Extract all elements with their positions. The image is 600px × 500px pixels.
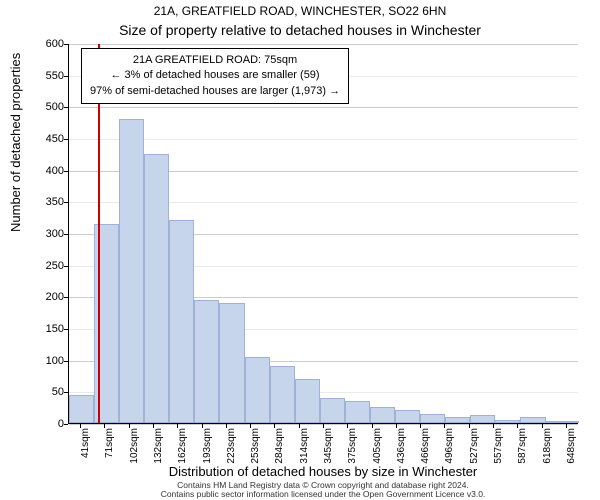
x-axis-title: Distribution of detached houses by size … [68, 464, 578, 479]
y-tick-mark [64, 392, 68, 393]
y-tick-label: 550 [14, 70, 64, 82]
x-tick-mark [372, 424, 373, 428]
x-tick-mark [250, 424, 251, 428]
y-tick-mark [64, 266, 68, 267]
y-tick-mark [64, 171, 68, 172]
y-tick-mark [64, 361, 68, 362]
y-tick-label: 100 [14, 355, 64, 367]
histogram-bar [546, 421, 571, 423]
histogram-bar [495, 420, 520, 423]
histogram-bar [245, 357, 270, 424]
x-tick-mark [420, 424, 421, 428]
histogram-bar [320, 398, 345, 423]
infobox: 21A GREATFIELD ROAD: 75sqm← 3% of detach… [81, 48, 349, 104]
y-tick-label: 450 [14, 133, 64, 145]
gridline [69, 107, 578, 108]
x-tick-mark [226, 424, 227, 428]
histogram-bar [571, 421, 579, 423]
y-tick-label: 350 [14, 196, 64, 208]
y-tick-label: 400 [14, 165, 64, 177]
x-tick-mark [323, 424, 324, 428]
y-tick-label: 250 [14, 260, 64, 272]
histogram-bar [194, 300, 219, 424]
y-tick-label: 500 [14, 101, 64, 113]
footnote: Contains HM Land Registry data © Crown c… [68, 481, 578, 500]
y-tick-label: 200 [14, 291, 64, 303]
x-tick-mark [347, 424, 348, 428]
x-tick-mark [129, 424, 130, 428]
y-tick-mark [64, 107, 68, 108]
histogram-bar [520, 417, 545, 423]
y-tick-mark [64, 297, 68, 298]
x-tick-mark [177, 424, 178, 428]
y-tick-mark [64, 76, 68, 77]
histogram-bar [169, 220, 194, 423]
y-tick-label: 0 [14, 418, 64, 430]
histogram-bar [270, 366, 295, 423]
histogram-bar [370, 407, 395, 423]
chart-title-subtitle: Size of property relative to detached ho… [0, 22, 600, 38]
infobox-line-1: 21A GREATFIELD ROAD: 75sqm [90, 53, 340, 68]
chart-title-address: 21A, GREATFIELD ROAD, WINCHESTER, SO22 6… [0, 4, 600, 18]
x-tick-mark [542, 424, 543, 428]
histogram-bar [295, 379, 320, 423]
histogram-bar [420, 414, 445, 424]
x-tick-mark [493, 424, 494, 428]
y-tick-label: 600 [14, 38, 64, 50]
x-tick-mark [566, 424, 567, 428]
infobox-line-2: ← 3% of detached houses are smaller (59) [90, 68, 340, 83]
y-tick-mark [64, 234, 68, 235]
histogram-bar [345, 401, 370, 423]
x-tick-mark [274, 424, 275, 428]
footnote-line-2: Contains public sector information licen… [68, 490, 578, 499]
x-tick-mark [469, 424, 470, 428]
gridline [69, 44, 578, 45]
histogram-bar [144, 154, 169, 423]
x-tick-mark [153, 424, 154, 428]
y-tick-mark [64, 202, 68, 203]
gridline [69, 139, 578, 140]
y-tick-mark [64, 329, 68, 330]
histogram-bar [445, 417, 470, 423]
chart-container: 21A, GREATFIELD ROAD, WINCHESTER, SO22 6… [0, 0, 600, 500]
plot-area: 21A GREATFIELD ROAD: 75sqm← 3% of detach… [68, 44, 578, 424]
y-tick-mark [64, 44, 68, 45]
y-tick-label: 300 [14, 228, 64, 240]
histogram-bar [470, 415, 495, 423]
histogram-bar [69, 395, 94, 424]
infobox-line-3: 97% of semi-detached houses are larger (… [90, 84, 340, 99]
x-tick-mark [396, 424, 397, 428]
x-tick-mark [202, 424, 203, 428]
x-tick-mark [80, 424, 81, 428]
x-tick-mark [517, 424, 518, 428]
histogram-bar [119, 119, 144, 423]
histogram-bar [395, 410, 420, 423]
x-tick-mark [299, 424, 300, 428]
x-tick-mark [104, 424, 105, 428]
histogram-bar [219, 303, 244, 423]
x-tick-mark [444, 424, 445, 428]
y-tick-label: 150 [14, 323, 64, 335]
y-tick-label: 50 [14, 386, 64, 398]
y-tick-mark [64, 424, 68, 425]
y-tick-mark [64, 139, 68, 140]
